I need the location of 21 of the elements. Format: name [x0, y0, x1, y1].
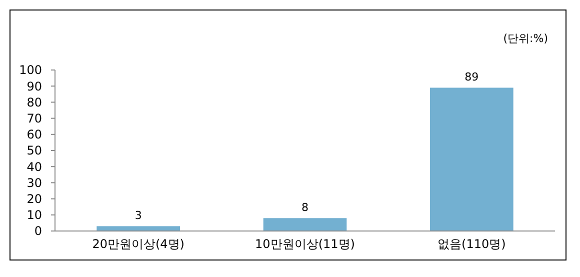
bar — [263, 218, 347, 231]
y-tick-label: 10 — [26, 208, 42, 222]
text: (단위:%) — [503, 32, 548, 45]
y-tick-label: 40 — [26, 160, 42, 174]
y-tick-label: 30 — [26, 176, 42, 190]
x-tick-label: 20만원이상(4명) — [92, 237, 184, 251]
y-tick-label: 0 — [34, 224, 42, 238]
x-tick-label: 10만원이상(11명) — [255, 237, 355, 251]
y-tick-label: 50 — [26, 144, 42, 158]
y-tick-label: 20 — [26, 192, 42, 206]
bar — [96, 226, 180, 231]
y-tick-label: 70 — [26, 112, 42, 126]
bar — [430, 88, 514, 231]
y-tick-label: 90 — [26, 79, 42, 94]
y-tick-label: 80 — [26, 95, 42, 110]
y-tick-label: 100 — [19, 63, 42, 78]
data-label: 89 — [464, 70, 479, 84]
data-label: 8 — [302, 201, 308, 214]
x-tick-label: 없음(110명) — [438, 237, 506, 251]
y-tick-label: 60 — [26, 128, 42, 142]
data-label: 3 — [134, 209, 142, 222]
